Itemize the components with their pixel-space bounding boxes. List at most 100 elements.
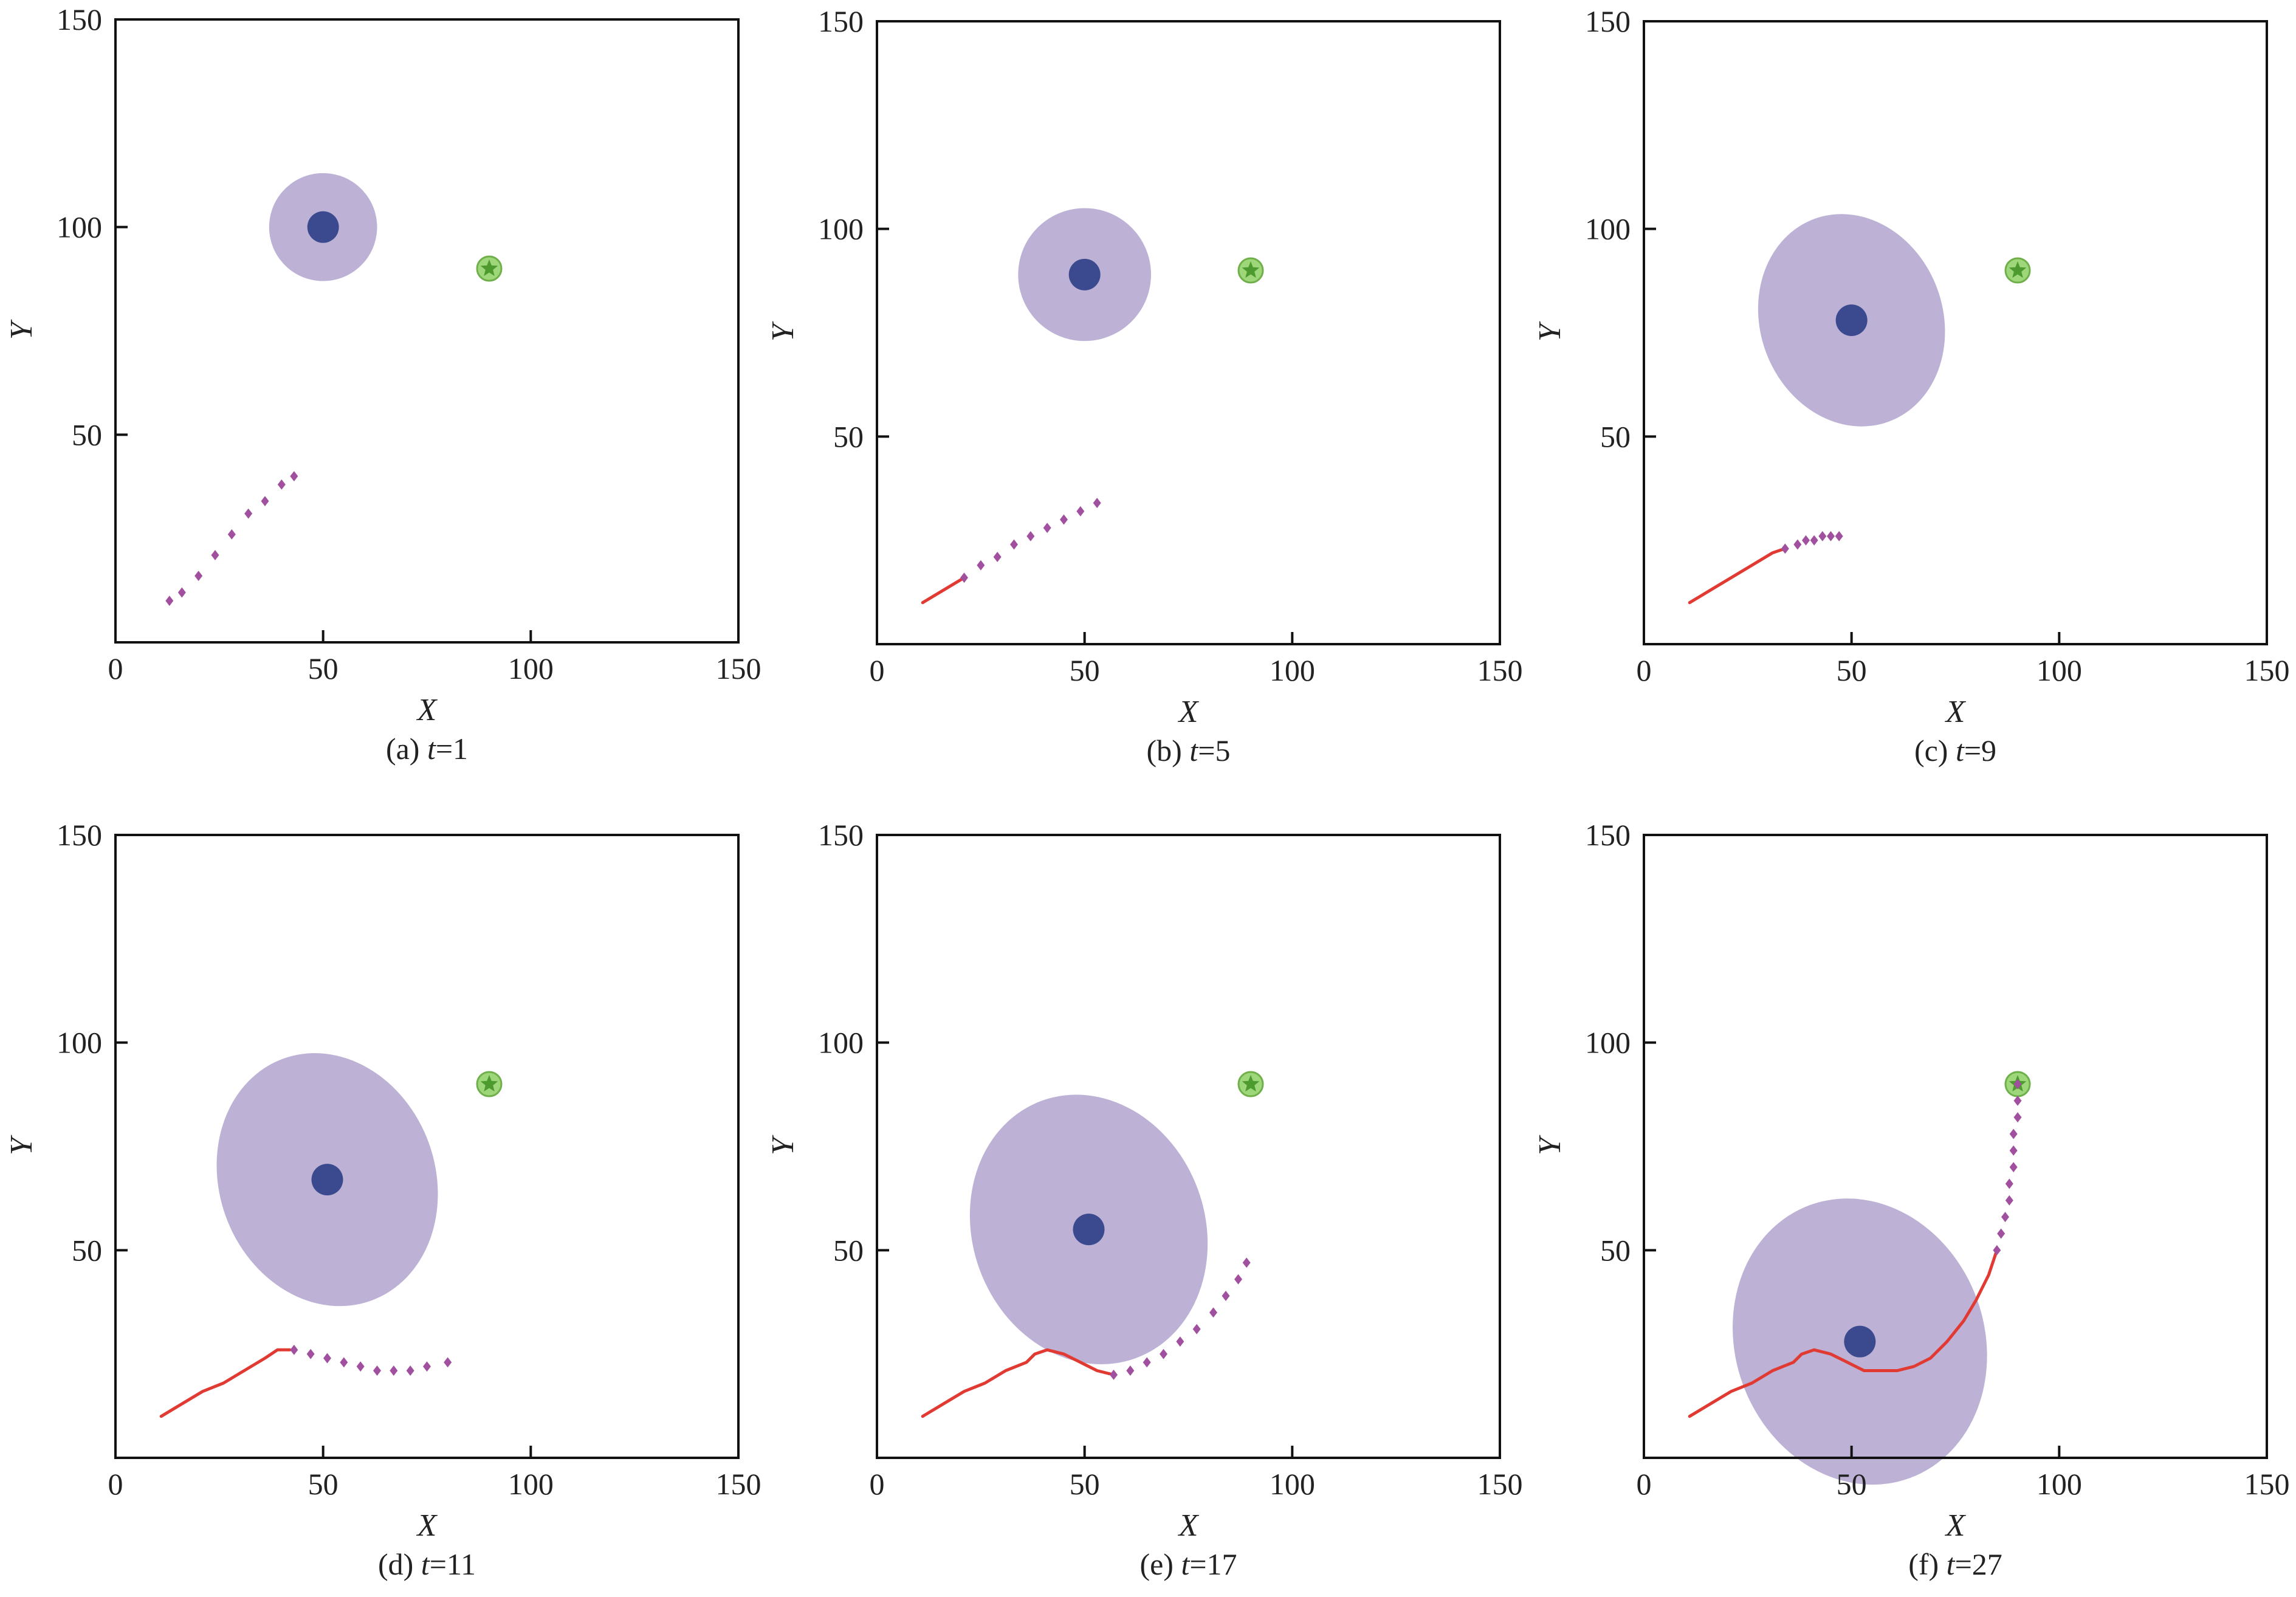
axes-frame <box>114 18 740 644</box>
x-tick-label: 50 <box>1070 653 1100 687</box>
prediction-point-9 <box>444 1357 452 1368</box>
chart-panel-d: 0 50 100 150 50 100 150 X Y (d) t=11 <box>4 818 761 1581</box>
prediction-point-4 <box>356 1361 365 1372</box>
y-tick-label: 100 <box>57 210 102 244</box>
axes-frame <box>1643 834 2268 1459</box>
prediction-point-6 <box>261 496 269 507</box>
panel-caption: (b) t=5 <box>1147 733 1231 768</box>
caption-suffix: =11 <box>430 1547 476 1581</box>
y-tick-label: 150 <box>818 818 864 852</box>
caption-var: t <box>1956 733 1965 768</box>
prediction-point-1 <box>1126 1365 1135 1376</box>
caption-prefix: (e) <box>1139 1547 1181 1581</box>
prediction-point-0 <box>290 1344 298 1355</box>
prediction-point-5 <box>1043 523 1051 534</box>
y-tick-label: 50 <box>1600 419 1631 453</box>
prediction-point-0 <box>1781 543 1789 554</box>
prediction-point-4 <box>1818 531 1827 541</box>
chart-panel-e: 0 50 100 150 50 100 150 X Y (e) t=17 <box>766 818 1523 1581</box>
x-tick-label: 150 <box>2244 1467 2290 1501</box>
y-tick-label: 100 <box>1585 212 1631 246</box>
star-icon <box>1242 1075 1260 1092</box>
panel-caption: (f) t=27 <box>1908 1547 2002 1581</box>
x-tick-label: 150 <box>716 1467 761 1501</box>
y-tick-label: 50 <box>833 1233 864 1267</box>
caption-suffix: =17 <box>1189 1547 1237 1581</box>
prediction-point-6 <box>390 1365 398 1376</box>
y-tick-label: 150 <box>1585 4 1631 38</box>
prediction-point-3 <box>1160 1348 1167 1359</box>
obstacle-center-marker <box>1844 1325 1876 1358</box>
x-tick-label: 100 <box>1270 1467 1315 1501</box>
prediction-point-6 <box>1835 531 1843 541</box>
prediction-point-3 <box>211 550 219 560</box>
x-axis-label: X <box>416 1508 438 1543</box>
panel-caption: (d) t=11 <box>378 1547 476 1581</box>
x-axis-label: X <box>416 693 438 727</box>
prediction-point-9 <box>2013 1095 2022 1106</box>
y-tick-label: 100 <box>818 212 864 246</box>
prediction-point-1 <box>977 560 985 571</box>
x-tick-label: 50 <box>1837 653 1867 687</box>
y-tick-label: 150 <box>57 2 102 36</box>
chart-panel-b: 0 50 100 150 50 100 150 X Y (b) t=5 <box>766 4 1523 768</box>
caption-suffix: =27 <box>1955 1547 2002 1581</box>
caption-prefix: (a) <box>386 732 427 766</box>
caption-prefix: (d) <box>378 1547 421 1581</box>
caption-var: t <box>421 1547 430 1581</box>
x-tick-label: 100 <box>508 1467 554 1501</box>
obstacle-center-marker <box>1835 304 1868 336</box>
prediction-point-1 <box>1793 539 1802 550</box>
y-axis-label: Y <box>4 1135 39 1155</box>
axes-frame <box>876 834 1501 1459</box>
x-tick-label: 50 <box>308 651 339 685</box>
prediction-point-8 <box>290 471 298 482</box>
x-tick-label: 50 <box>308 1467 339 1501</box>
obstacle-center-marker <box>307 211 339 243</box>
prediction-point-3 <box>2005 1195 2013 1206</box>
x-tick-label: 0 <box>870 653 885 687</box>
star-icon <box>480 1075 498 1092</box>
x-tick-label: 100 <box>2036 1467 2082 1501</box>
y-tick-label: 100 <box>818 1026 864 1060</box>
prediction-point-2 <box>1802 535 1810 546</box>
star-icon <box>1242 261 1260 278</box>
prediction-point-5 <box>1192 1324 1201 1334</box>
prediction-point-6 <box>2009 1145 2018 1156</box>
y-tick-label: 50 <box>1600 1233 1631 1267</box>
prediction-point-2 <box>323 1353 331 1364</box>
panel-caption: (a) t=1 <box>386 732 468 766</box>
prediction-point-4 <box>2005 1178 2013 1189</box>
caption-suffix: =5 <box>1198 733 1230 768</box>
executed-path-line <box>1688 1248 1999 1418</box>
y-tick-label: 50 <box>72 1233 102 1267</box>
caption-suffix: =9 <box>1964 733 1996 768</box>
axes-frame <box>1643 20 2268 645</box>
axes-frame <box>876 20 1501 645</box>
prediction-point-0 <box>165 596 174 606</box>
prediction-point-3 <box>1810 535 1818 546</box>
x-tick-label: 0 <box>1637 1467 1652 1501</box>
chart-panel-f: 0 50 100 150 50 100 150 X Y (f) t=27 <box>1533 818 2290 1581</box>
x-tick-label: 100 <box>508 651 554 685</box>
prediction-point-0 <box>1110 1369 1118 1380</box>
prediction-point-2 <box>1143 1357 1151 1368</box>
prediction-point-7 <box>406 1365 414 1376</box>
prediction-point-2 <box>993 552 1002 562</box>
x-axis-label: X <box>1178 1508 1200 1543</box>
prediction-point-7 <box>1222 1291 1230 1301</box>
x-tick-label: 0 <box>870 1467 885 1501</box>
x-tick-label: 150 <box>1477 653 1523 687</box>
executed-path-line <box>921 576 966 605</box>
prediction-point-0 <box>960 572 968 583</box>
x-tick-label: 100 <box>2036 653 2082 687</box>
y-tick-label: 150 <box>57 818 102 852</box>
prediction-point-8 <box>1093 498 1101 509</box>
x-tick-label: 150 <box>716 651 761 685</box>
obstacle-center-marker <box>1073 1214 1105 1246</box>
prediction-point-8 <box>423 1361 431 1372</box>
prediction-point-6 <box>1209 1307 1217 1318</box>
prediction-point-5 <box>2009 1162 2018 1173</box>
prediction-point-0 <box>1993 1245 2001 1255</box>
